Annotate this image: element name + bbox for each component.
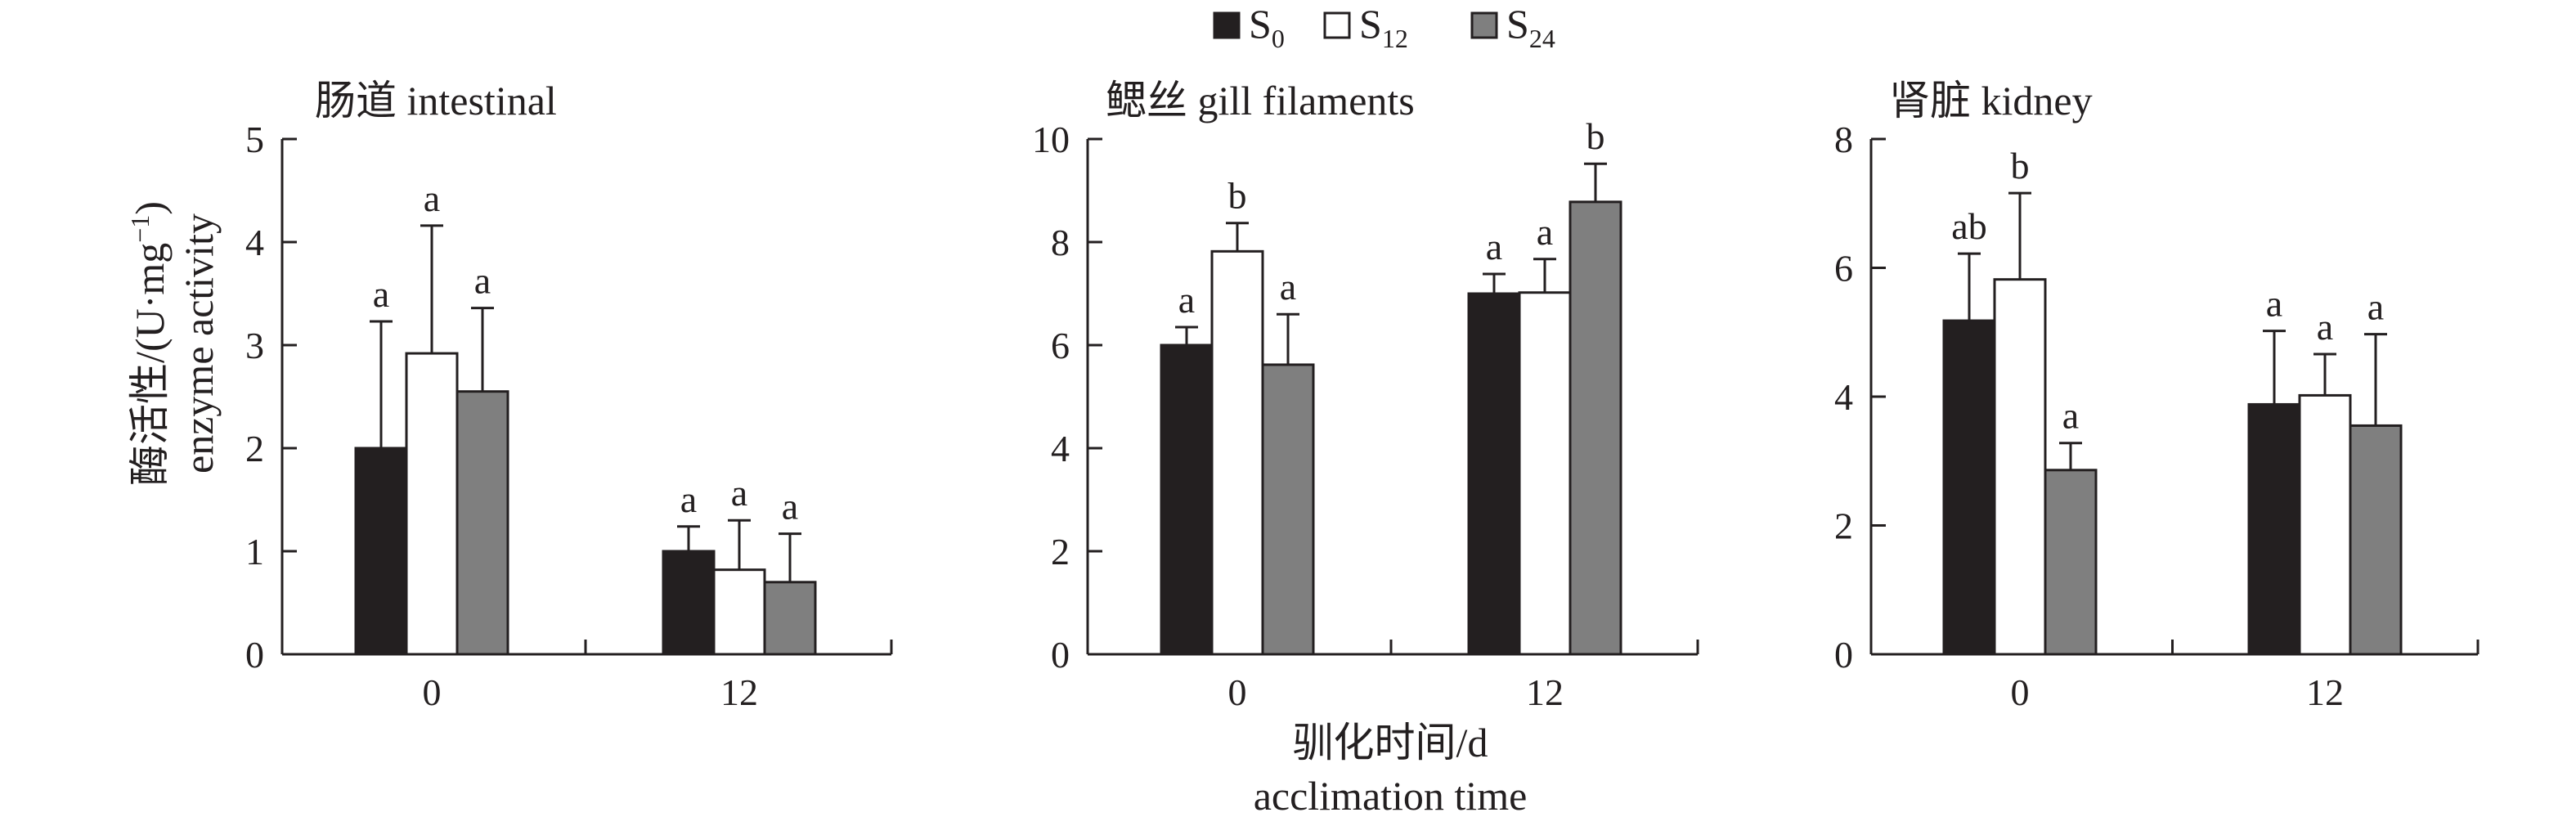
y-axis-label-line2: enzyme activity <box>176 213 222 474</box>
y-tick-label: 5 <box>245 119 264 160</box>
legend-swatch <box>1323 11 1351 39</box>
y-tick-label: 6 <box>1051 325 1070 366</box>
y-tick-label: 4 <box>1051 428 1070 469</box>
legend-subscript: 0 <box>1272 24 1285 53</box>
significance-letter: b <box>1228 175 1247 217</box>
y-tick-label: 6 <box>1834 248 1853 290</box>
bar <box>2349 424 2403 656</box>
legend-swatch <box>1213 11 1241 39</box>
significance-letter: a <box>2266 283 2282 325</box>
bar <box>2298 393 2352 656</box>
legend-item: S12 <box>1323 1 1408 53</box>
significance-letter: a <box>373 273 389 315</box>
legend-label: S12 <box>1359 1 1408 53</box>
significance-letter: a <box>2317 306 2333 348</box>
y-tick-label: 3 <box>245 325 264 366</box>
legend-swatch <box>1470 11 1498 39</box>
legend-label: S24 <box>1506 1 1555 53</box>
significance-letter: a <box>474 260 491 302</box>
bar <box>456 390 509 656</box>
legend-label: S0 <box>1249 1 1285 53</box>
y-tick-label: 2 <box>1051 531 1070 572</box>
bar <box>1993 278 2047 656</box>
panel-title: 肠道 intestinal <box>315 78 557 123</box>
significance-letter: a <box>1537 211 1553 253</box>
panel-title: 肾脏 kidney <box>1889 78 2093 123</box>
y-tick-label: 2 <box>245 428 264 469</box>
bar <box>1160 343 1214 656</box>
bar <box>1518 291 1572 656</box>
y-tick-label: 0 <box>245 634 264 676</box>
bar <box>1210 249 1264 656</box>
bar <box>662 550 716 656</box>
x-tick-label: 0 <box>1228 671 1247 713</box>
y-tick-label: 1 <box>245 531 264 572</box>
bar <box>2044 469 2098 656</box>
bar <box>1467 292 1521 656</box>
y-tick-label: 0 <box>1051 634 1070 676</box>
y-tick-label: 0 <box>1834 634 1853 676</box>
significance-letter: a <box>2367 286 2384 328</box>
bar <box>1942 319 1996 656</box>
x-tick-label: 0 <box>2011 671 2030 713</box>
bar <box>2247 402 2301 656</box>
y-tick-label: 4 <box>245 222 264 263</box>
x-axis-label-line1: 驯化时间/d <box>1293 720 1488 765</box>
significance-letter: a <box>1280 266 1296 308</box>
significance-letter: a <box>782 486 798 527</box>
significance-letter: b <box>2011 145 2030 186</box>
bar <box>1568 200 1622 656</box>
legend-subscript: 12 <box>1382 24 1408 53</box>
legend-subscript: 24 <box>1529 24 1555 53</box>
significance-letter: a <box>1486 226 1502 267</box>
x-tick-label: 12 <box>2306 671 2344 713</box>
legend: S0 S12 S24 <box>1213 1 1555 53</box>
x-tick-label: 12 <box>1526 671 1564 713</box>
y-tick-label: 8 <box>1051 222 1070 263</box>
significance-letter: ab <box>1951 205 1986 247</box>
bar <box>354 447 408 656</box>
significance-letter: a <box>2062 395 2079 437</box>
y-tick-label: 8 <box>1834 119 1853 160</box>
y-axis-label-superscript: −1 <box>125 215 155 243</box>
significance-letter: a <box>424 177 440 219</box>
y-axis-label: 酶活性/(U·mg−1)enzyme activity <box>125 201 222 486</box>
bar <box>763 581 817 656</box>
y-tick-label: 4 <box>1834 376 1853 418</box>
x-tick-label: 12 <box>720 671 758 713</box>
y-axis-label-close: ) <box>127 201 173 215</box>
y-tick-label: 10 <box>1032 119 1070 160</box>
legend-item: S0 <box>1213 1 1285 53</box>
significance-letter: b <box>1586 115 1605 157</box>
x-tick-label: 0 <box>423 671 442 713</box>
y-axis-label-line1: 酶活性/(U·mg−1) <box>125 201 173 486</box>
panel-title: 鳃丝 gill filaments <box>1106 78 1415 123</box>
y-tick-label: 2 <box>1834 505 1853 547</box>
x-axis-label-line2: acclimation time <box>1254 773 1528 819</box>
bar <box>712 568 766 656</box>
significance-letter: a <box>1178 279 1195 321</box>
bar <box>405 352 459 656</box>
legend-item: S24 <box>1470 1 1555 53</box>
significance-letter: a <box>680 478 697 520</box>
significance-letter: a <box>731 472 747 514</box>
bar <box>1261 363 1315 656</box>
